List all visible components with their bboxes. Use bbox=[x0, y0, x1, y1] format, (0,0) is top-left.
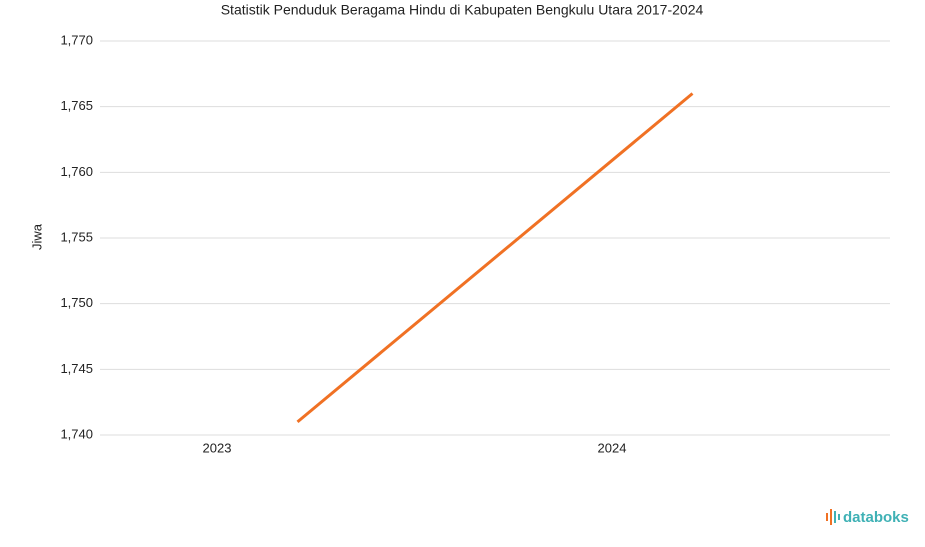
x-tick-label: 2024 bbox=[598, 440, 627, 455]
x-tick-label: 2023 bbox=[203, 440, 232, 455]
y-axis-label: Jiwa bbox=[29, 223, 44, 250]
y-tick-label: 1,755 bbox=[60, 229, 93, 244]
y-tick-label: 1,745 bbox=[60, 361, 93, 376]
y-tick-label: 1,760 bbox=[60, 164, 93, 179]
y-tick-label: 1,750 bbox=[60, 295, 93, 310]
line bbox=[296, 92, 694, 424]
y-tick-label: 1,770 bbox=[60, 32, 93, 47]
chart-title: Statistik Penduduk Beragama Hindu di Kab… bbox=[221, 2, 704, 18]
brand-logo: databoks bbox=[826, 509, 909, 526]
y-tick-label: 1,740 bbox=[60, 426, 93, 441]
brand-name: databoks bbox=[843, 509, 909, 526]
y-tick-label: 1,765 bbox=[60, 98, 93, 113]
